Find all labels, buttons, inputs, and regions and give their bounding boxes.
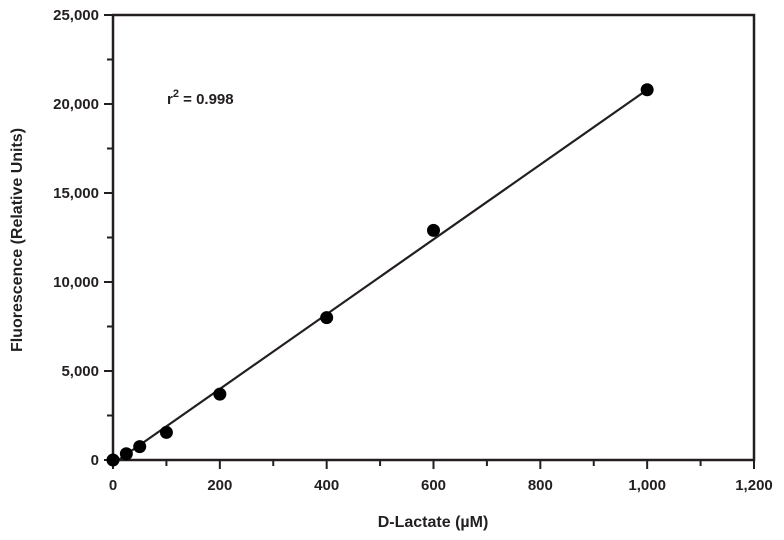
- y-tick-label: 15,000: [53, 185, 99, 202]
- x-tick-label: 800: [528, 477, 553, 494]
- data-points: [106, 83, 654, 467]
- data-point: [159, 425, 173, 439]
- data-point: [119, 447, 133, 461]
- y-tick-label: 0: [91, 452, 99, 469]
- data-point: [427, 223, 440, 237]
- data-point: [640, 83, 654, 97]
- data-point: [133, 440, 147, 454]
- y-tick-label: 10,000: [53, 274, 99, 291]
- y-tick-label: 5,000: [61, 363, 99, 380]
- plot-frame: [111, 13, 756, 462]
- x-tick-label: 200: [207, 477, 232, 494]
- y-axis-title: Fluorescence (Relative Units): [9, 128, 26, 352]
- y-tick-label: 25,000: [53, 7, 99, 24]
- x-tick-label: 0: [109, 477, 117, 494]
- x-tick-label: 400: [314, 477, 339, 494]
- regression-line: [118, 88, 648, 461]
- y-tick-label: 20,000: [53, 96, 99, 113]
- data-point: [213, 387, 227, 401]
- data-point: [320, 311, 334, 325]
- data-point: [106, 453, 120, 467]
- x-tick-label: 1,200: [735, 477, 773, 494]
- x-tick-label: 600: [421, 477, 446, 494]
- x-axis-title: D-Lactate (µM): [378, 514, 489, 531]
- x-tick-label: 1,000: [628, 477, 666, 494]
- y-axis: 0 5,000 10,000 15,000 20,000 25,000: [53, 7, 113, 469]
- x-axis: 0 200 400 600 800 1,000 1,200: [109, 460, 773, 494]
- r-squared-annotation: r2 = 0.998: [167, 88, 234, 108]
